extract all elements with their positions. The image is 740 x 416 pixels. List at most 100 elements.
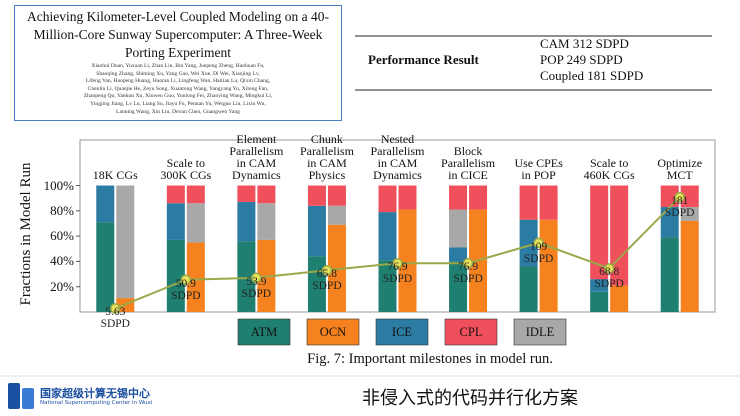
bar-segment [660, 207, 679, 238]
bar-segment [378, 212, 397, 261]
sdpd-marker [674, 191, 685, 203]
bar-segment [96, 185, 115, 223]
sdpd-marker [110, 303, 121, 314]
table-row: CAM 312 SDPD [540, 36, 629, 51]
sdpd-marker [321, 264, 333, 276]
bar-segment [449, 185, 468, 210]
bar-segment [610, 285, 629, 312]
bar-segment [590, 185, 609, 280]
bar-segment [449, 261, 468, 312]
category-label: Use CPEs in POP [514, 156, 563, 182]
category-label: Chunk Parallelism in CAM Physics [299, 132, 354, 182]
sdpd-marker [533, 237, 544, 249]
y-axis-label: Fractions in Model Run [18, 162, 34, 306]
legend-label: ICE [391, 325, 413, 339]
bar-segment [610, 185, 629, 286]
y-tick-label: 80% [50, 202, 74, 218]
y-tick-label: 40% [50, 253, 74, 269]
sdpd-label: 68.8 SDPD [594, 266, 624, 291]
paper-box [14, 5, 342, 121]
bar-segment [327, 205, 346, 225]
category-label: 18K CGs [92, 168, 138, 182]
bar-segment [660, 237, 679, 312]
bar-segment [680, 220, 699, 312]
logo-icon [8, 383, 34, 409]
bar-segment [257, 185, 276, 204]
bar-segment [186, 203, 205, 243]
legend-label: OCN [319, 325, 347, 339]
bar-segment [398, 209, 417, 312]
category-label: Scale to 460K CGs [583, 156, 635, 182]
legend-swatch [513, 318, 567, 346]
author-line: Yingjing Jiang, Lv Lu, Liang Su, Jiayu F… [90, 101, 266, 107]
y-tick-label: 20% [50, 278, 74, 294]
bar-segment [237, 185, 256, 202]
sdpd-marker [603, 263, 615, 274]
bar-segment [449, 209, 468, 248]
bar-segment [378, 185, 397, 213]
legend-label: CPL [459, 325, 483, 339]
legend-swatch [237, 318, 291, 346]
y-tick-label: 100% [43, 177, 74, 193]
table-row: Coupled 181 SDPD [540, 68, 644, 83]
legend-swatch [306, 318, 360, 346]
sdpd-label: 53.9 SDPD [241, 275, 272, 300]
bar-segment [378, 260, 397, 312]
category-label: Block Parallelism in CICE [441, 144, 496, 182]
bar-segment [519, 219, 538, 267]
category-label: Scale to 300K CGs [160, 156, 212, 182]
bar-segment [186, 185, 205, 204]
bar-segment [166, 239, 185, 312]
category-label: Nested Parallelism in CAM Dynamics [370, 132, 425, 182]
bar-segment [166, 185, 185, 204]
bar-segment [680, 185, 699, 208]
author-line: Zhaopeng Qu, Yankun Xu, Xiuwen Guo, Yunl… [83, 93, 273, 100]
table-header: Performance Result [368, 52, 479, 67]
bar-segment [449, 247, 468, 262]
paper-title: Achieving Kilometer-Level Coupled Modeli… [27, 9, 329, 60]
bar-segment [327, 185, 346, 206]
bar-segment [590, 279, 609, 292]
author-line: Lifeng Yan, Haopeng Huang, Haoran Li, Li… [85, 78, 271, 85]
bar-segment [257, 203, 276, 240]
caption: Fig. 7: Important milestones in model ru… [307, 351, 553, 367]
bar-segment [166, 203, 185, 240]
bar-segment [539, 219, 558, 312]
legend-swatch [375, 318, 429, 346]
sdpd-label: 109 SDPD [523, 240, 554, 265]
bar-segment [590, 291, 609, 312]
sdpd-label: 76.9 SDPD [382, 261, 413, 286]
sdpd-marker [251, 272, 262, 284]
legend-label: ATM [250, 325, 278, 339]
category-label: Optimize MCT [657, 156, 703, 182]
bar-segment [237, 201, 256, 242]
author-line: Lanning Wang, Xin Liu, Dexun Chen, Guang… [116, 108, 240, 115]
bar-segment [116, 185, 135, 299]
author-line: Xiaohui Duan, Yuxuan Li, Zhao Liu, Bin Y… [91, 63, 265, 69]
category-label: Element Parallelism in CAM Dynamics [229, 132, 284, 182]
bar-segment [96, 222, 115, 312]
bar-segment [307, 205, 326, 257]
author-line: Chenlin Li, Quanjie He, Zeyu Song, Xuant… [87, 85, 269, 92]
sdpd-label: 181 SDPD [665, 195, 695, 220]
bar-segment [237, 241, 256, 312]
bar-segment [307, 185, 326, 206]
author-line: Shaoqing Zhang, Shiming Xu, Yang Gao, We… [96, 70, 260, 77]
logo-text-en: National Supercomputing Center in Wuxi [40, 400, 153, 406]
legend-swatch [444, 318, 498, 346]
bar-segment [680, 207, 699, 221]
bar-segment [186, 242, 205, 312]
sdpd-label: 65.8 SDPD [312, 268, 342, 293]
sdpd-label: 5.63 SDPD [100, 306, 130, 331]
bar-segment [398, 185, 417, 210]
y-tick-label: 60% [50, 228, 74, 244]
bar-segment [539, 185, 558, 220]
bar-segment [519, 266, 538, 312]
sdpd-label: 76.9 SDPD [453, 261, 483, 286]
sdpd-marker [462, 257, 474, 269]
sdpd-label: 50.9 SDPD [171, 277, 201, 302]
legend-label: IDLE [525, 325, 555, 339]
plot-frame [79, 139, 716, 313]
